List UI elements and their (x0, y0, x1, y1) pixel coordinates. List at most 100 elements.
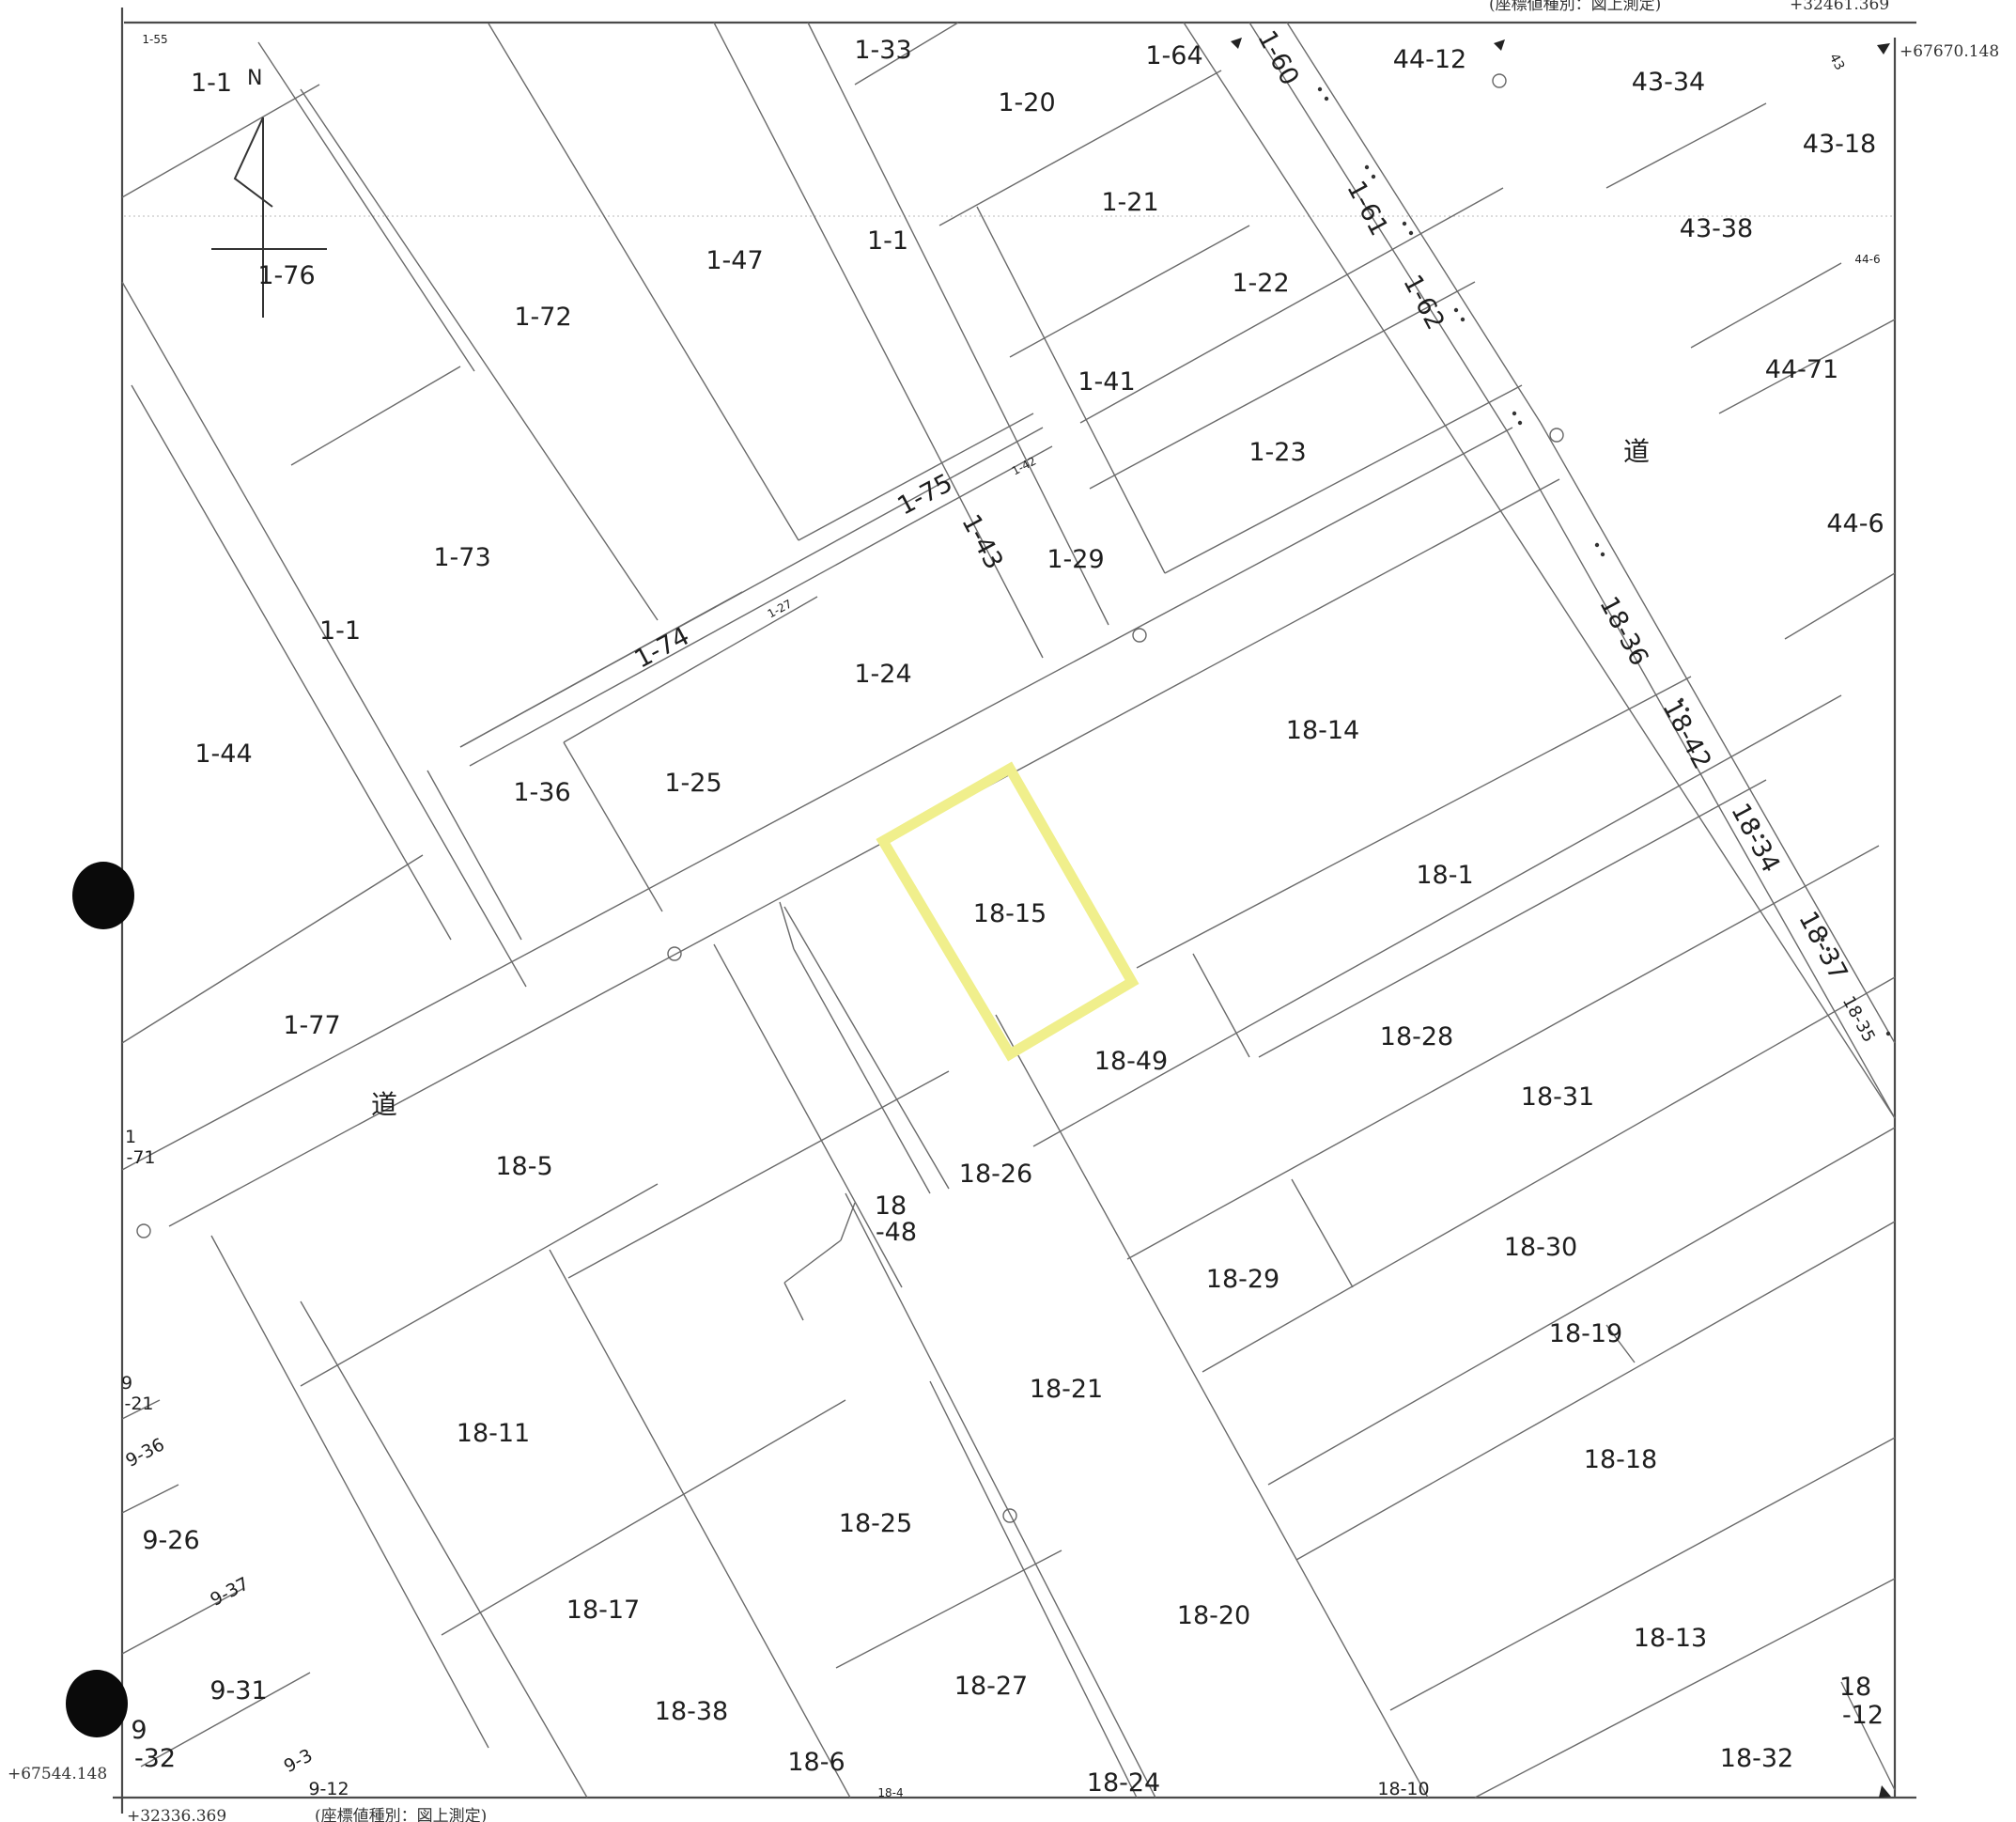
parcel-label: 18 (1839, 1673, 1871, 1702)
bottom-caption: (座標値種別：図上測定) (315, 1807, 487, 1822)
parcel-label: 1-23 (1248, 438, 1306, 467)
parcel-label: 1-36 (513, 778, 570, 807)
parcel-label: 18-20 (1177, 1601, 1250, 1630)
parcel-label: 18-13 (1634, 1624, 1707, 1653)
parcel-label: 9-36 (122, 1434, 167, 1472)
parcel-lines-cross (121, 22, 1896, 1799)
parcel-label: -21 (124, 1394, 153, 1414)
parcel-label: 44-12 (1393, 45, 1466, 74)
parcel-label: 18-25 (839, 1509, 912, 1538)
parcel-label: 1-55 (142, 33, 167, 46)
parcel-label: 1-60 (1251, 25, 1304, 90)
parcel-label: 1-1 (867, 226, 908, 256)
top-caption: (座標値種別：図上測定) (1489, 0, 1661, 14)
parcel-label: 18-19 (1549, 1319, 1622, 1348)
parcel-label: 43-18 (1803, 130, 1876, 159)
parcel-label: 1-29 (1047, 545, 1104, 574)
parcel-label: 1-1 (191, 69, 232, 98)
parcel-label: 18 (875, 1191, 907, 1221)
parcel-label: 18-10 (1377, 1779, 1429, 1799)
parcel-label: 18-5 (495, 1152, 552, 1181)
parcel-label: 1-62 (1397, 270, 1450, 335)
parcel-label: 1-43 (955, 509, 1008, 574)
parcel-label: 43 (1826, 51, 1847, 72)
top-right-coord: +32461.369 (1790, 0, 1889, 14)
parcel-label: 18-42 (1656, 695, 1716, 774)
parcel-label: 9 (121, 1373, 132, 1394)
parcel-label: 1-41 (1078, 367, 1135, 397)
parcel-label: 1 (125, 1127, 136, 1147)
parcel-label: 1-61 (1341, 176, 1393, 241)
parcel-label: 18-28 (1380, 1022, 1453, 1051)
parcel-label: 9-3 (281, 1745, 317, 1777)
parcel-label: 18-35 (1838, 993, 1879, 1046)
parcel-label: 18-34 (1725, 799, 1785, 878)
parcel-label: 44-6 (1854, 253, 1880, 266)
parcel-label: 18-21 (1030, 1375, 1103, 1404)
road-label: 道 (371, 1089, 397, 1120)
parcel-label: -48 (876, 1218, 917, 1247)
parcel-label: 43-34 (1632, 68, 1705, 97)
north-label: N (247, 67, 262, 90)
corner-arrows (1231, 38, 1891, 1798)
parcel-label: 18-49 (1094, 1047, 1168, 1076)
parcel-label: 18-24 (1087, 1768, 1160, 1798)
parcel-lines (121, 22, 1896, 1799)
roads (121, 22, 1896, 1321)
parcel-label: 44-6 (1826, 509, 1884, 538)
parcel-label: 18-1 (1416, 861, 1473, 890)
north-arrow-icon (211, 117, 327, 318)
parcel-label: 18-37 (1792, 907, 1853, 986)
parcel-label: 1-25 (664, 769, 721, 798)
parcel-label: 1-20 (998, 88, 1055, 117)
parcel-label: 18-15 (973, 899, 1047, 928)
parcel-label: 1-76 (257, 261, 315, 290)
parcel-label: 18-4 (877, 1786, 903, 1799)
parcel-label: 1-73 (433, 543, 490, 572)
parcel-label: 18-29 (1206, 1265, 1279, 1294)
parcel-label: 9-26 (142, 1526, 199, 1555)
parcel-label: 1-72 (514, 303, 571, 332)
parcel-label: -32 (134, 1744, 176, 1773)
bottom-coord: +32336.369 (127, 1807, 226, 1822)
parcel-label: 1-1 (319, 616, 361, 646)
parcel-label: 1-33 (854, 36, 911, 65)
parcel-label: 1-74 (629, 621, 694, 674)
parcel-label: 1-77 (283, 1011, 340, 1040)
highlighted-parcel (876, 761, 1140, 1062)
parcel-label: 18-11 (457, 1419, 530, 1448)
parcel-label: 1-44 (194, 740, 252, 769)
parcel-label: 18-36 (1593, 592, 1653, 671)
survey-markers (136, 73, 1564, 1523)
parcel-label: 18-32 (1720, 1744, 1793, 1773)
parcel-label: -12 (1842, 1701, 1884, 1730)
parcel-label: 18-30 (1504, 1233, 1577, 1262)
parcel-label: -71 (126, 1147, 155, 1168)
parcel-label: 9-37 (207, 1573, 252, 1611)
parcel-label: 18-38 (655, 1697, 728, 1726)
parcel-label: 1-75 (892, 468, 957, 521)
parcel-label: 18-31 (1521, 1082, 1594, 1112)
parcel-label: 1-22 (1232, 269, 1289, 298)
parcel-label: 18-27 (954, 1672, 1028, 1701)
binder-hole-marks (66, 862, 134, 1737)
parcel-label: 18-18 (1584, 1445, 1657, 1474)
parcel-label: 1-64 (1145, 41, 1202, 70)
parcel-label: 1-47 (706, 246, 763, 275)
parcel-label: 1-21 (1101, 188, 1158, 217)
parcel-label: 9-12 (308, 1779, 349, 1799)
parcel-label: 44-71 (1765, 355, 1838, 384)
dotted-boundary (1317, 86, 1891, 1036)
parcel-labels: 1-55 1-1 1-76 1-72 1-47 1-1 1-33 1-20 1-… (121, 25, 1884, 1799)
parcel-label: 18-6 (787, 1748, 845, 1777)
parcel-label: 18-26 (959, 1160, 1032, 1189)
road-label: 道 (1623, 436, 1650, 467)
parcel-label: 18-14 (1286, 716, 1359, 745)
parcel-label: 18-17 (566, 1596, 640, 1625)
right-coord: +67670.148 (1900, 42, 1999, 61)
bottom-left-coord: +67544.148 (8, 1765, 107, 1783)
parcel-label: 9-31 (209, 1676, 267, 1705)
parcel-label: 43-38 (1680, 214, 1753, 243)
parcel-label: 1-24 (854, 660, 911, 689)
